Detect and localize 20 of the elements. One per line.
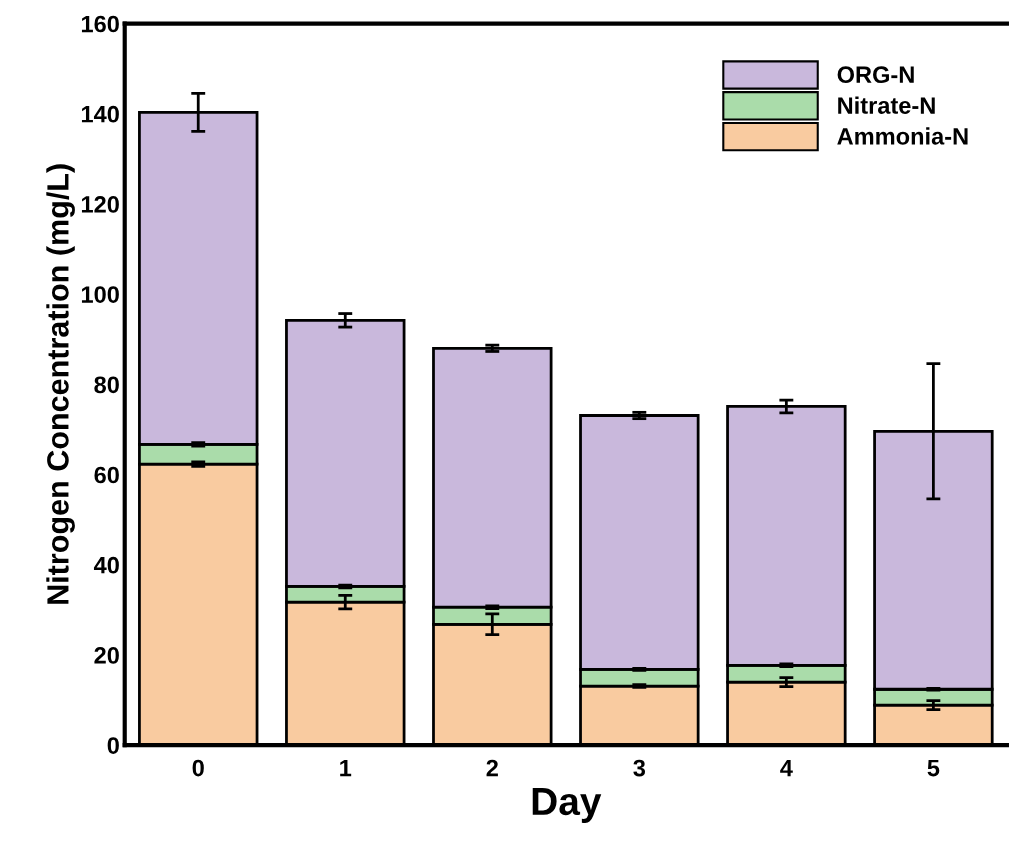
x-axis-title: Day (532, 788, 602, 823)
y-tick-label: 140 (81, 105, 119, 123)
x-tick-label: 3 (633, 759, 646, 777)
legend-label: Ammonia-N (837, 127, 968, 145)
y-tick-label: 60 (94, 466, 119, 484)
y-tick-label: 40 (93, 556, 119, 574)
x-tick-label: 4 (780, 759, 793, 777)
x-tick-label: 2 (486, 759, 498, 777)
x-tick-label: 0 (192, 759, 204, 777)
y-tick-label: 80 (94, 376, 119, 394)
y-tick-label: 100 (81, 286, 119, 303)
legend-label: ORG-N (837, 66, 914, 84)
y-tick-label: 120 (81, 196, 119, 213)
y-tick-label: 20 (94, 647, 119, 664)
x-tick-label: 1 (340, 759, 352, 777)
y-tick-label: 160 (81, 15, 119, 33)
y-axis-title: Nitrogen Concentration (mg/L) (46, 164, 75, 604)
y-tick-label: 0 (107, 737, 119, 754)
x-tick-label: 5 (927, 759, 940, 777)
legend-label: Nitrate-N (838, 96, 935, 114)
